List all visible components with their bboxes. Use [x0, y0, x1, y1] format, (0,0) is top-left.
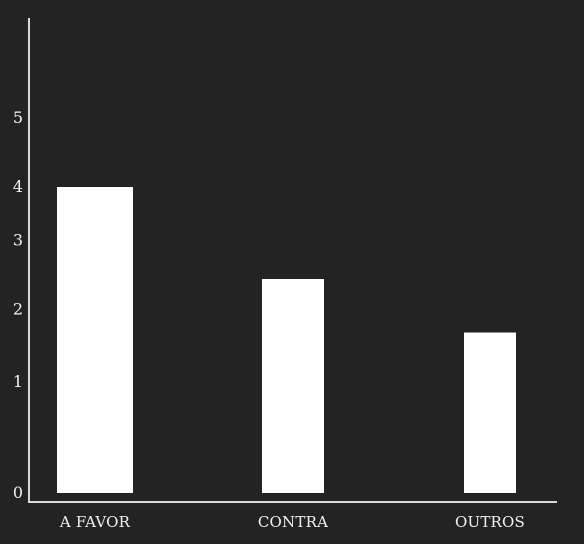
- bar-outros: [464, 332, 516, 493]
- bar-a-favor: [57, 187, 133, 493]
- x-category-labels: A FAVOR CONTRA OUTROS: [59, 513, 525, 531]
- y-tick-label-4: 4: [13, 177, 23, 196]
- x-label-a-favor: A FAVOR: [59, 513, 131, 531]
- y-tick-labels: 0 1 2 3 4 5: [13, 108, 23, 502]
- y-tick-label-0: 0: [13, 483, 23, 502]
- bars-group: [57, 187, 516, 493]
- y-tick-label-2: 2: [13, 299, 23, 318]
- bar-contra: [262, 278, 324, 493]
- y-tick-label-5: 5: [13, 108, 23, 127]
- y-tick-label-3: 3: [13, 231, 23, 250]
- x-label-outros: OUTROS: [455, 513, 525, 531]
- y-tick-label-1: 1: [13, 372, 23, 391]
- x-label-contra: CONTRA: [258, 513, 328, 531]
